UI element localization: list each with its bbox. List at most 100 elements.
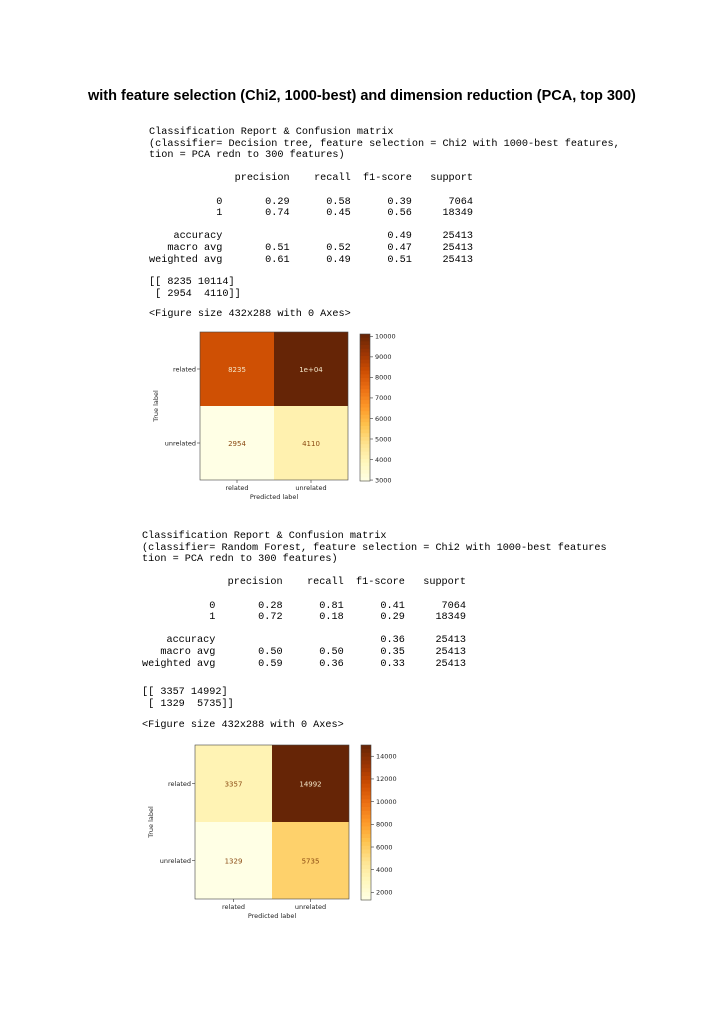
colorbar-1-tick-label: 8000	[375, 374, 392, 382]
heatmap-1-cell	[200, 332, 274, 406]
colorbar-1-segment	[360, 374, 370, 379]
colorbar-2-segment	[361, 826, 371, 831]
colorbar-1-segment	[360, 414, 370, 420]
colorbar-2-segment	[361, 803, 371, 808]
heatmap-2-cell	[272, 822, 349, 899]
colorbar-2-segment	[361, 787, 371, 792]
colorbar-2-segment	[361, 861, 371, 866]
colorbar-1-segment	[360, 348, 370, 353]
colorbar-2-segment	[361, 865, 371, 870]
colorbar-1-segment	[360, 389, 370, 394]
report-text-2: Classification Report & Confusion matrix…	[142, 531, 607, 670]
colorbar-2-segment	[361, 838, 371, 843]
heatmap-2-cell-label: 5735	[302, 858, 320, 866]
colorbar-2-segment	[361, 768, 371, 773]
colorbar-2-segment	[361, 896, 371, 901]
colorbar-1-segment	[360, 429, 370, 434]
colorbar-1-segment	[360, 462, 370, 467]
heatmap-1-ylabel: True label	[152, 390, 160, 423]
colorbar-2-segment	[361, 756, 371, 761]
colorbar-1-segment	[360, 418, 370, 423]
colorbar-1-segment	[360, 447, 370, 453]
colorbar-1-segment	[360, 392, 370, 397]
matrix-2-line: [ 1329 5735]]	[142, 698, 234, 710]
colorbar-1-segment	[360, 466, 370, 471]
colorbar-2-frame	[360, 744, 372, 901]
colorbar-2-segment	[361, 830, 371, 835]
colorbar-1-segment	[360, 436, 370, 442]
heatmap-1-cell	[274, 406, 348, 480]
colorbar-1-segment	[360, 341, 370, 346]
heatmap-2-cell	[195, 745, 272, 822]
colorbar-2-tick-label: 10000	[376, 798, 397, 806]
colorbar-2-segment	[361, 834, 371, 839]
colorbar-2-tick-label: 14000	[376, 753, 397, 761]
colorbar-2-segment	[361, 872, 371, 878]
colorbar-1-segment	[360, 363, 370, 368]
figure-size-text-1: <Figure size 432x288 with 0 Axes>	[149, 309, 351, 320]
colorbar-1-tick-label: 7000	[375, 394, 392, 402]
colorbar-2-segment	[361, 845, 371, 851]
colorbar-1-segment	[360, 381, 370, 386]
colorbar-1-segment	[360, 396, 370, 401]
heatmap-1-cell-label: 4110	[302, 440, 320, 448]
heatmap-2-cell-label: 3357	[225, 781, 243, 789]
heatmap-2-ylabel: True label	[147, 806, 155, 839]
heatmap-1-y-tick-label: related	[173, 366, 196, 374]
colorbar-1-tick-label: 4000	[375, 456, 392, 464]
heatmap-1-cell-label: 1e+04	[299, 366, 323, 374]
heatmap-1-cell	[200, 406, 274, 480]
heatmap-1-cell	[274, 332, 348, 406]
report-2-line: Classification Report & Confusion matrix	[142, 531, 387, 542]
colorbar-1-frame	[359, 333, 371, 482]
colorbar-1-segment	[360, 407, 370, 412]
colorbar-2-segment	[361, 892, 371, 897]
colorbar-2-segment	[361, 807, 371, 812]
colorbar-1-segment	[360, 345, 370, 350]
colorbar-1-segment	[360, 444, 370, 449]
colorbar-2-segment	[361, 853, 371, 858]
report-1-line: precision recall f1-score support	[149, 173, 474, 185]
colorbar-2-segment	[361, 876, 371, 882]
heatmap-2-x-tick-label: related	[222, 903, 245, 911]
colorbar-1-tick-label: 10000	[375, 333, 396, 341]
report-1-line: 0 0.29 0.58 0.39 7064	[149, 196, 474, 208]
colorbar-1-segment	[360, 469, 370, 475]
heatmap-1-x-tick-label: unrelated	[295, 484, 326, 492]
colorbar-2-tick-label: 6000	[376, 843, 393, 851]
colorbar-2-segment	[361, 869, 371, 874]
heatmap-2-xlabel: Predicted label	[248, 912, 296, 920]
colorbar-2-segment	[361, 760, 371, 765]
colorbar-2-tick-label: 2000	[376, 889, 393, 897]
report-2-line: weighted avg 0.59 0.36 0.33 25413	[142, 658, 467, 670]
colorbar-1-tick-label: 3000	[375, 476, 392, 484]
confusion-matrix-text-2: [[ 3357 14992] [ 1329 5735]]	[142, 687, 234, 710]
matrix-1-line: [ 2954 4110]]	[149, 288, 241, 300]
colorbar-2-tick-label: 8000	[376, 821, 393, 829]
heatmap-2-cell	[272, 745, 349, 822]
colorbar-1-segment	[360, 337, 370, 342]
report-1-line: weighted avg 0.61 0.49 0.51 25413	[149, 254, 474, 266]
report-1-line: Classification Report & Confusion matrix	[149, 127, 394, 138]
colorbar-1-segment	[360, 359, 370, 364]
heatmap-2-frame	[194, 744, 350, 900]
report-2-line: (classifier= Random Forest, feature sele…	[142, 542, 607, 554]
colorbar-1-segment	[360, 440, 370, 445]
colorbar-1-segment	[360, 352, 370, 357]
colorbar-1-segment	[360, 378, 370, 383]
colorbar-1-segment	[360, 455, 370, 460]
colorbar-1-segment	[360, 422, 370, 427]
heatmap-1-xlabel: Predicted label	[250, 493, 298, 501]
heatmap-1-x-tick-label: related	[226, 484, 249, 492]
colorbar-2-segment	[361, 814, 371, 820]
report-2-line: macro avg 0.50 0.50 0.35 25413	[142, 646, 467, 658]
colorbar-2-segment	[361, 818, 371, 823]
colorbar-1-segment	[360, 477, 370, 482]
colorbar-2-segment	[361, 841, 371, 847]
report-2-line: tion = PCA redn to 300 features)	[142, 554, 338, 566]
confusion-matrix-text-1: [[ 8235 10114] [ 2954 4110]]	[149, 277, 241, 300]
colorbar-1-segment	[360, 433, 370, 438]
colorbar-1-segment	[360, 370, 370, 375]
colorbar-2-segment	[361, 745, 371, 750]
